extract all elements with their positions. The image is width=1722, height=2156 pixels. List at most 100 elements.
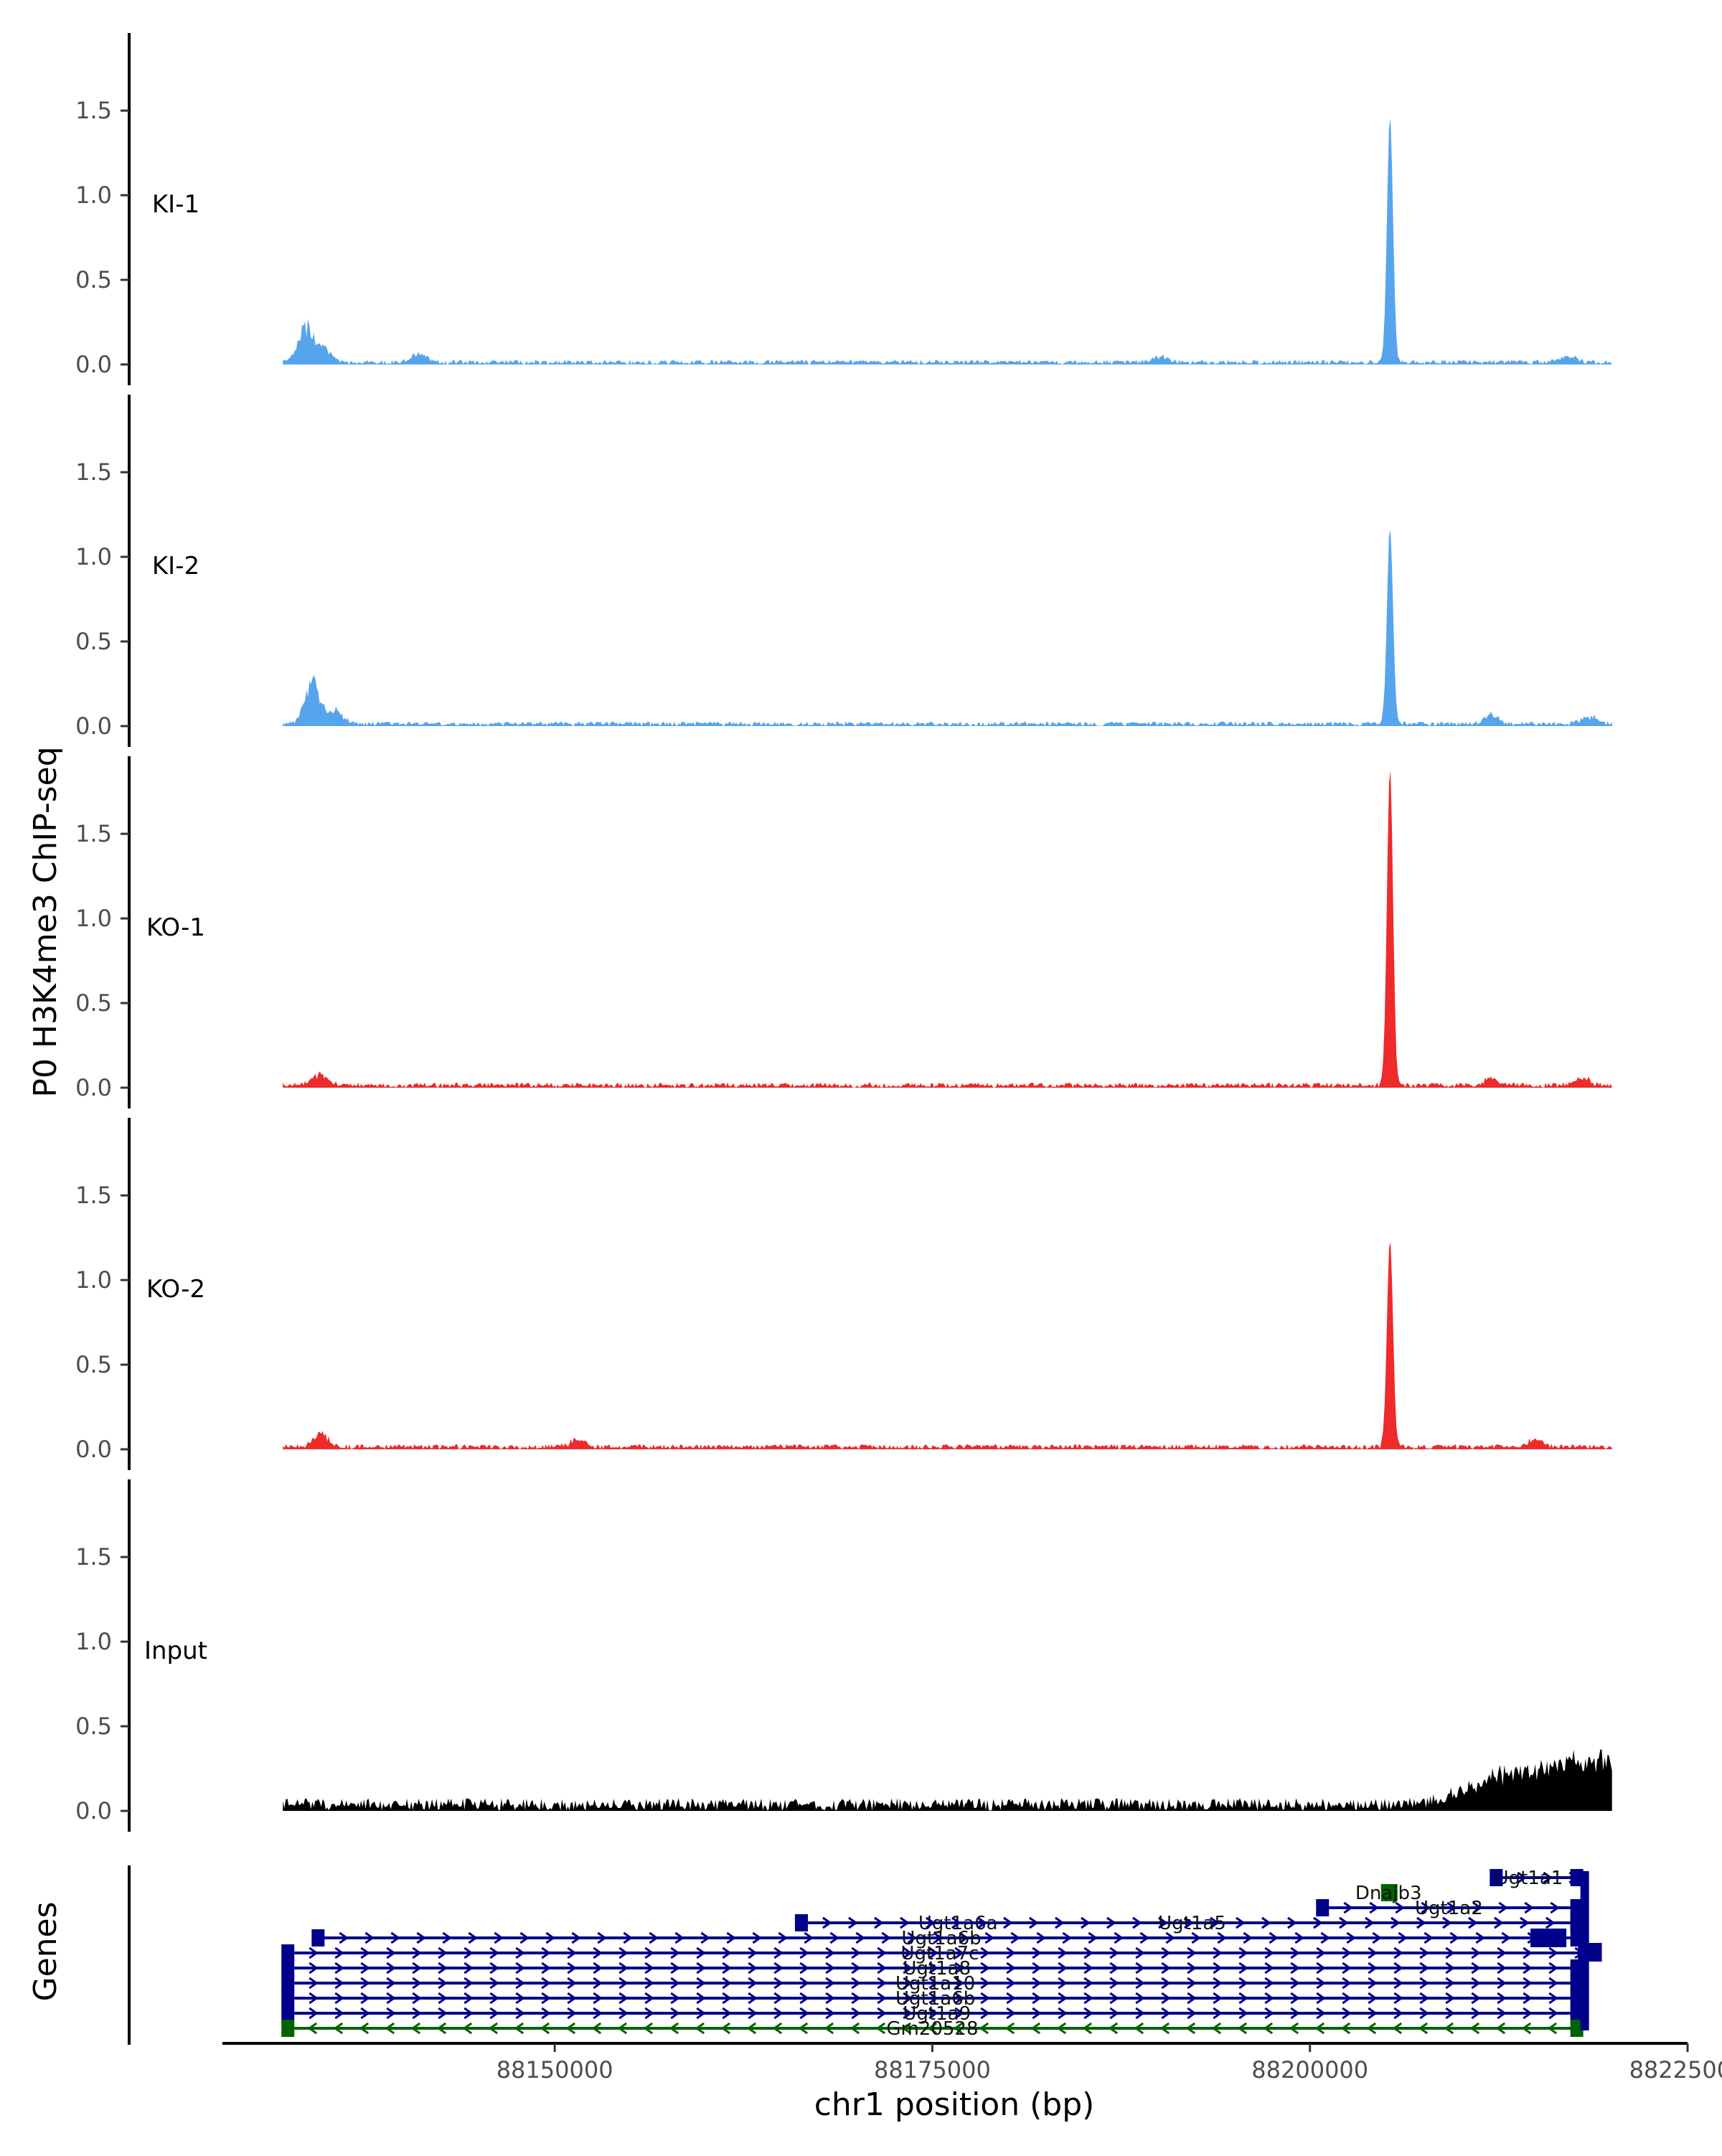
strand-chevron: [567, 1946, 577, 1959]
strand-chevron: [1342, 1992, 1352, 2005]
strand-chevron: [1497, 1946, 1507, 1959]
strand-chevron: [954, 1962, 964, 1974]
strand-chevron: [926, 1916, 936, 1929]
strand-chevron: [799, 1992, 809, 2005]
strand-chevron: [1419, 1977, 1429, 1990]
strand-chevron: [695, 2022, 705, 2035]
strand-chevron: [1419, 1992, 1429, 2005]
strand-chevron: [1108, 2022, 1119, 2035]
strand-chevron: [386, 1992, 396, 2005]
strand-chevron: [799, 1946, 809, 1959]
strand-chevron: [339, 1931, 349, 1944]
strand-chevron: [1471, 1977, 1481, 1990]
strand-chevron: [1161, 1946, 1171, 1959]
strand-chevron: [1058, 1946, 1068, 1959]
strand-chevron: [1210, 1916, 1220, 1929]
strand-chevron: [1342, 2007, 1352, 2020]
strand-chevron: [1106, 1916, 1116, 1929]
exon-box: [1316, 1899, 1330, 1916]
exon-box: [1570, 1899, 1584, 1916]
y-tick-label: 1.0: [75, 1266, 112, 1294]
strand-chevron: [980, 1946, 990, 1959]
y-tick-label: 1.5: [75, 1182, 112, 1209]
strand-chevron: [360, 1977, 370, 1990]
strand-chevron: [1236, 1916, 1246, 1929]
strand-chevron: [696, 2007, 706, 2020]
strand-chevron: [617, 2022, 628, 2035]
strand-chevron: [593, 1946, 603, 1959]
strand-chevron: [494, 1931, 504, 1944]
y-tick-label: 1.5: [75, 97, 112, 124]
strand-chevron: [980, 1962, 990, 1974]
strand-chevron: [567, 2007, 577, 2020]
strand-chevron: [1191, 1931, 1201, 1944]
strand-chevron: [1006, 1962, 1016, 1974]
strand-chevron: [851, 1946, 861, 1959]
strand-chevron: [881, 1931, 891, 1944]
strand-chevron: [334, 1992, 344, 2005]
strand-chevron: [1290, 1992, 1300, 2005]
strand-chevron: [618, 1977, 629, 1990]
strand-chevron: [1368, 1946, 1378, 1959]
strand-chevron: [1446, 1901, 1457, 1914]
x-axis-title: chr1 position (bp): [814, 2086, 1095, 2123]
strand-chevron: [696, 1992, 706, 2005]
strand-chevron: [1114, 1931, 1124, 1944]
strand-chevron: [1342, 1962, 1352, 1974]
y-tick-label: 1.5: [75, 1543, 112, 1571]
y-tick-label: 0.5: [75, 628, 112, 655]
strand-chevron: [593, 1977, 603, 1990]
strand-chevron: [977, 1916, 987, 1929]
strand-chevron: [1445, 1992, 1455, 2005]
exon-box: [281, 1990, 295, 2007]
strand-chevron: [1238, 2007, 1248, 2020]
strand-chevron: [903, 1946, 913, 1959]
strand-chevron: [1316, 1962, 1326, 1974]
strand-chevron: [1290, 2007, 1300, 2020]
strand-chevron: [412, 1992, 422, 2005]
strand-chevron: [1314, 2022, 1325, 2035]
strand-chevron: [1058, 1992, 1068, 2005]
strand-chevron: [799, 1977, 809, 1990]
strand-chevron: [851, 2007, 861, 2020]
strand-chevron: [804, 1931, 814, 1944]
strand-chevron: [1217, 1931, 1227, 1944]
gene-model: Ugt1a8: [281, 1958, 1584, 1980]
gene-model: Ugt1a6b: [281, 1988, 1584, 2010]
strand-chevron: [1006, 1946, 1016, 1959]
genes-axis-title: Genes: [27, 1901, 64, 2001]
strand-chevron: [1316, 1946, 1326, 1959]
strand-chevron: [1213, 1962, 1223, 1974]
strand-chevron: [309, 1992, 319, 2005]
strand-chevron: [438, 1962, 448, 1974]
strand-chevron: [954, 1992, 964, 2005]
strand-chevron: [464, 2007, 474, 2020]
strand-chevron: [928, 1977, 938, 1990]
strand-chevron: [567, 1977, 577, 1990]
y-tick-label: 0.5: [75, 1713, 112, 1740]
gene-name-label: Ugt1a7c: [900, 1943, 979, 1964]
strand-chevron: [468, 1931, 478, 1944]
strand-chevron: [900, 1916, 910, 1929]
gene-model: Ugt1a2: [1316, 1898, 1584, 1919]
exon-box: [794, 1914, 808, 1931]
strand-chevron: [1030, 2022, 1041, 2035]
strand-chevron: [1444, 2022, 1454, 2035]
exon-box: [311, 1929, 325, 1946]
strand-chevron: [464, 1962, 474, 1974]
strand-chevron: [1082, 2022, 1093, 2035]
strand-chevron: [1316, 1977, 1326, 1990]
strand-chevron: [334, 1946, 344, 1959]
strand-chevron: [772, 2022, 783, 2035]
strand-chevron: [1287, 1916, 1297, 1929]
exon-box: [281, 1944, 295, 1962]
strand-chevron: [748, 1992, 758, 2005]
strand-chevron: [464, 1946, 474, 1959]
strand-chevron: [1083, 2007, 1093, 2020]
strand-chevron: [1523, 1977, 1533, 1990]
strand-chevron: [696, 1962, 706, 1974]
strand-chevron: [438, 1946, 448, 1959]
strand-chevron: [1368, 1962, 1378, 1974]
strand-chevron: [720, 2022, 731, 2035]
strand-chevron: [1547, 2022, 1558, 2035]
